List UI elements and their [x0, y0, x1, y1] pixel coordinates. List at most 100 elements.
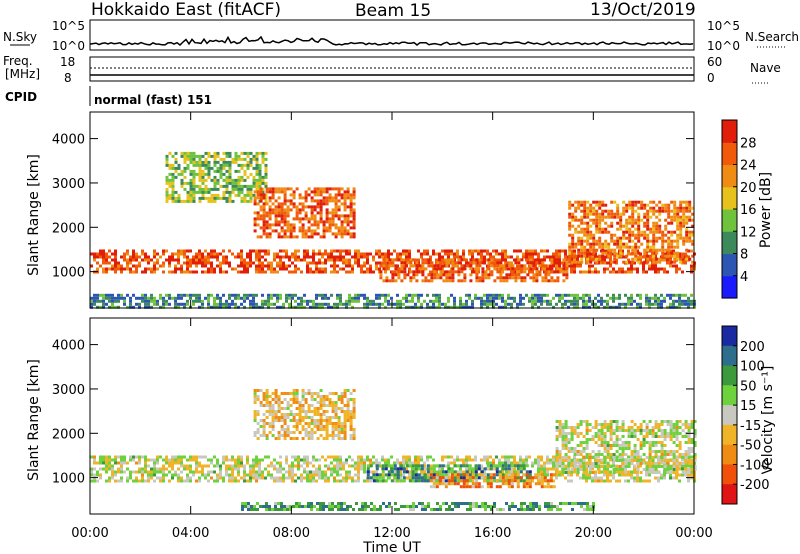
power-cell [261, 151, 265, 155]
power-cell [465, 305, 468, 309]
power-cell [660, 305, 663, 309]
power-cell [649, 257, 653, 261]
power-cell [666, 293, 669, 297]
power-cell [621, 252, 624, 256]
power-cell [306, 299, 309, 303]
velocity-cell [352, 410, 356, 413]
velocity-cell [264, 467, 267, 471]
power-cell [259, 193, 263, 197]
power-cell [292, 226, 296, 230]
power-cell [646, 218, 650, 222]
power-cell [556, 276, 560, 280]
velocity-cell [168, 461, 171, 465]
power-cell [649, 206, 653, 210]
power-cell [322, 229, 326, 233]
power-cell [564, 255, 567, 259]
velocity-cell [573, 455, 576, 459]
velocity-cell [318, 476, 321, 480]
power-cell [678, 305, 681, 309]
power-cell [441, 258, 444, 262]
power-cell [96, 261, 99, 265]
power-cell [568, 260, 572, 264]
velocity-cell [144, 455, 147, 459]
power-cell [414, 293, 417, 297]
power-cell [387, 267, 390, 271]
power-cell [265, 187, 269, 191]
power-cell [601, 215, 605, 219]
power-cell [132, 252, 135, 256]
velocity-cell [591, 476, 594, 480]
velocity-cell [162, 467, 165, 471]
power-cell [243, 305, 246, 309]
power-cell [405, 299, 408, 303]
power-cell [237, 154, 241, 158]
power-cell [249, 199, 253, 203]
power-cell [267, 302, 270, 306]
power-cell [685, 254, 689, 258]
power-cell [265, 211, 269, 215]
power-cell [310, 208, 314, 212]
velocity-cell [609, 473, 612, 477]
power-cell [265, 223, 269, 227]
power-cell [195, 184, 199, 188]
power-cell [543, 267, 546, 271]
power-cell [309, 299, 312, 303]
power-cell [285, 255, 288, 259]
velocity-cell [453, 461, 456, 465]
velocity-cell [276, 467, 279, 471]
velocity-cell [558, 464, 561, 468]
power-cell [324, 258, 327, 262]
power-cell [102, 296, 105, 300]
velocity-cell [417, 455, 420, 459]
power-cell [631, 206, 635, 210]
power-cell [225, 184, 229, 188]
velocity-cell [192, 458, 195, 462]
power-cell [622, 230, 626, 234]
power-cell [634, 242, 638, 246]
velocity-cell [375, 464, 379, 468]
velocity-cell [271, 413, 275, 416]
velocity-cell [429, 467, 433, 471]
velocity-cell [279, 470, 282, 474]
velocity-cell [301, 410, 305, 413]
power-cell [195, 172, 199, 176]
velocity-cell [126, 476, 129, 480]
velocity-cell [147, 458, 150, 462]
power-cell [471, 299, 474, 303]
velocity-cell [96, 461, 99, 465]
power-cell [397, 276, 401, 280]
power-cell [120, 255, 123, 259]
velocity-cell [274, 437, 278, 440]
power-cell [183, 255, 186, 259]
velocity-cell [393, 461, 396, 465]
power-cell [201, 299, 204, 303]
power-cell [616, 242, 620, 246]
power-cell [286, 208, 290, 212]
power-cell [501, 293, 504, 297]
velocity-cell [615, 455, 618, 459]
velocity-cell [522, 479, 526, 483]
power-cell [253, 220, 257, 224]
power-cell [189, 190, 193, 194]
power-cell [195, 255, 198, 259]
power-cell [277, 208, 281, 212]
velocity-cell [258, 473, 261, 477]
power-cell [601, 242, 605, 246]
power-cell [664, 227, 668, 231]
velocity-cell [543, 470, 546, 474]
power-cell [402, 296, 405, 300]
power-cell [568, 221, 572, 225]
velocity-cell [177, 455, 180, 459]
velocity-cell [328, 404, 332, 407]
power-cell [603, 267, 606, 271]
velocity-cell [642, 479, 645, 483]
power-cell [504, 258, 507, 262]
power-cell [532, 279, 536, 283]
power-cell [345, 261, 348, 265]
velocity-cell [417, 464, 421, 468]
power-cell [277, 223, 281, 227]
power-cell [565, 267, 569, 271]
noise-tick-top-right: 10^5 [707, 19, 740, 33]
velocity-cell [171, 458, 174, 462]
power-cell [259, 217, 263, 221]
